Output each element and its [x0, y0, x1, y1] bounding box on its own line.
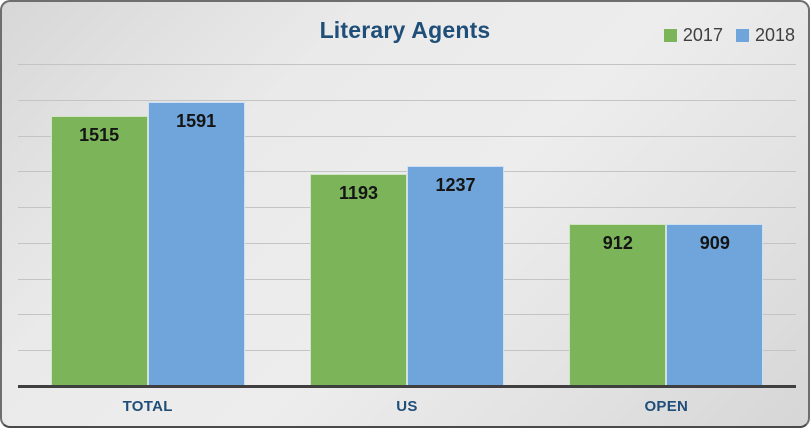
bar-value-label: 912 [602, 232, 633, 253]
bar-2017-total: 1515 [50, 115, 148, 387]
bar-2018-open: 909 [666, 224, 764, 387]
chart-legend: 2017 2018 [663, 25, 795, 46]
legend-swatch-icon [663, 29, 677, 42]
bar-value-label: 909 [699, 233, 730, 254]
legend-item-2018: 2018 [735, 25, 795, 46]
gridline-1800 [18, 64, 796, 65]
x-axis-label-total: TOTAL [122, 398, 173, 415]
bar-value-label: 1193 [338, 182, 379, 203]
chart-title: Literary Agents [319, 17, 491, 43]
gridline-1600 [18, 99, 796, 101]
gridline-1400 [18, 135, 796, 137]
bar-2017-open: 912 [569, 223, 667, 387]
bar-2018-total: 1591 [147, 102, 245, 387]
legend-item-2017: 2017 [663, 25, 723, 46]
x-axis-label-open: OPEN [644, 398, 689, 415]
legend-label: 2017 [682, 25, 723, 45]
legend-swatch-icon [735, 29, 749, 42]
bar-value-label: 1591 [176, 111, 217, 132]
bar-2017-us: 1193 [310, 173, 407, 387]
plot-area: 1515 1591 1193 1237 912 909 [18, 64, 796, 388]
legend-label: 2018 [754, 25, 795, 45]
x-axis-labels: TOTAL US OPEN [18, 398, 796, 415]
x-axis-line [18, 385, 796, 388]
bar-value-label: 1237 [435, 174, 476, 195]
bar-2018-us: 1237 [407, 165, 504, 387]
x-axis-label-us: US [396, 398, 418, 415]
bar-value-label: 1515 [79, 124, 120, 145]
